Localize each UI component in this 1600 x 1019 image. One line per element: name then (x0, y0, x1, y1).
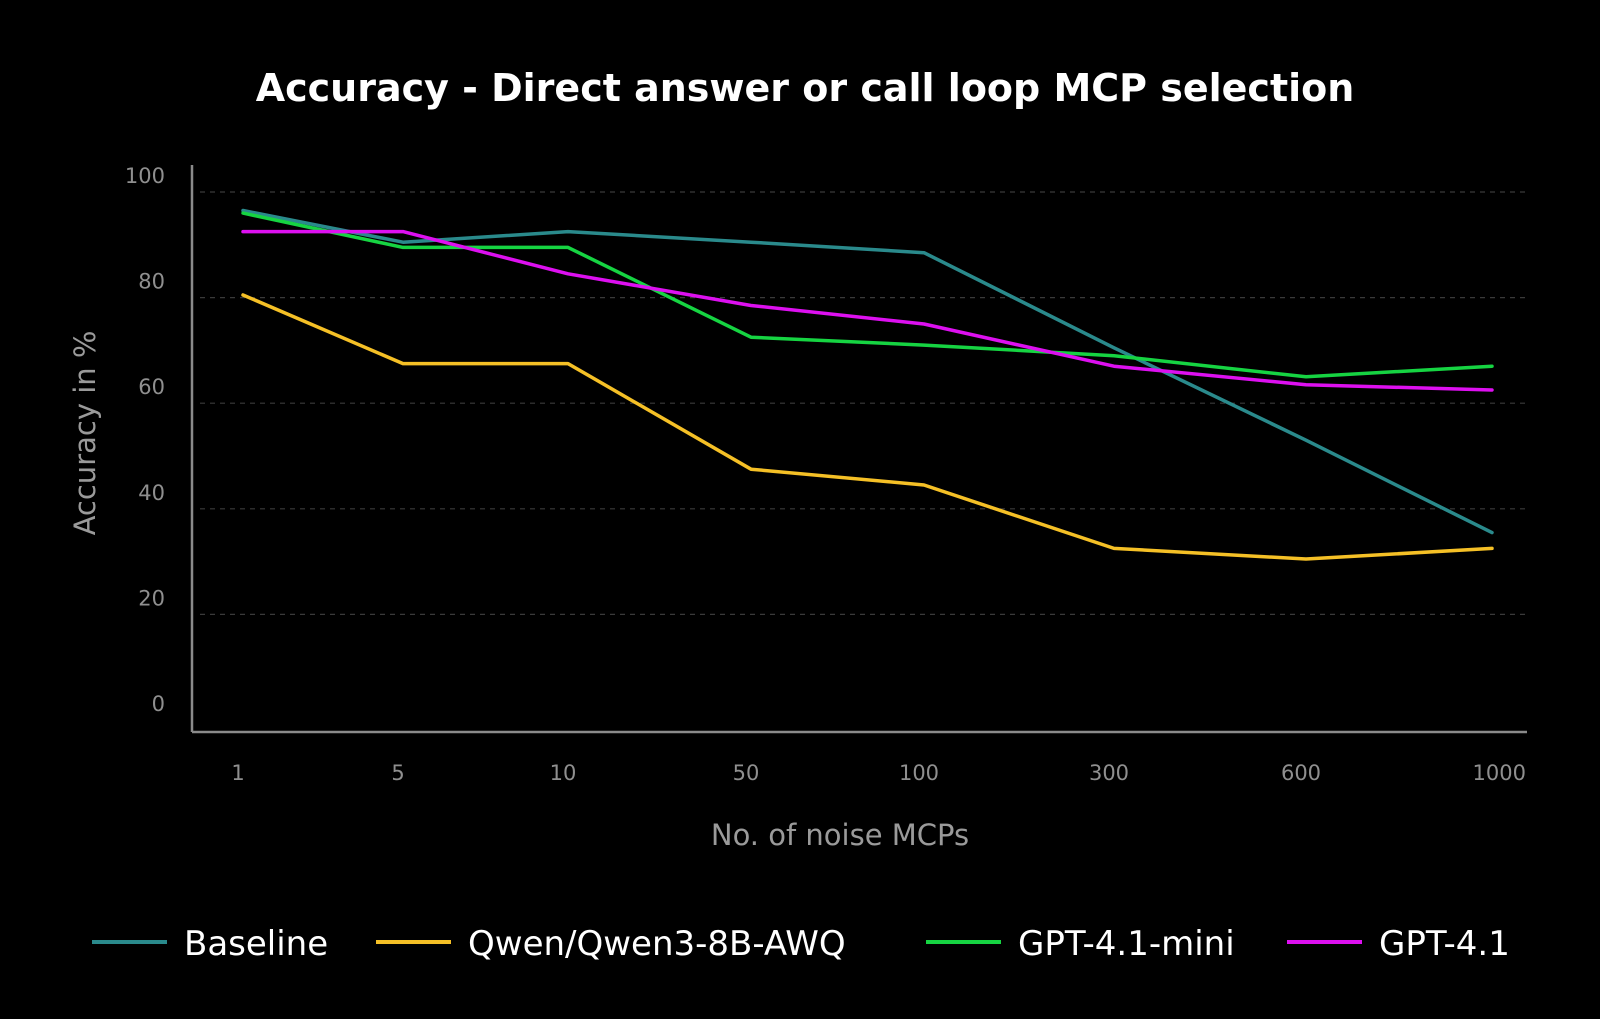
series-line-baseline (241, 208, 1494, 535)
x-tick-label: 100 (899, 761, 939, 785)
legend-label: GPT-4.1 (1379, 924, 1510, 964)
series-line-gpt-4-1-mini (241, 211, 1494, 379)
y-axis-label: Accuracy in % (68, 331, 102, 536)
y-tick-label: 100 (125, 164, 165, 188)
x-tick-label: 600 (1281, 761, 1321, 785)
series-line-gpt-4-1 (241, 229, 1494, 392)
y-tick-label: 80 (138, 270, 165, 294)
x-tick-labels: 1 5 10 50 100 300 600 1000 (231, 761, 1526, 785)
x-tick-label: 1 (231, 761, 244, 785)
x-tick-label: 5 (391, 761, 404, 785)
series-lines (241, 208, 1494, 561)
legend-label: GPT-4.1-mini (1018, 924, 1235, 964)
y-tick-labels: 0 20 40 60 80 100 (125, 164, 165, 716)
y-tick-label: 0 (152, 692, 165, 716)
chart-title: Accuracy - Direct answer or call loop MC… (256, 66, 1355, 110)
x-tick-label: 50 (733, 761, 760, 785)
x-tick-label: 300 (1089, 761, 1129, 785)
legend-item-gpt-4-1-mini: GPT-4.1-mini (926, 924, 1235, 964)
gridlines (200, 191, 1527, 616)
legend-item-gpt-4-1: GPT-4.1 (1287, 924, 1510, 964)
x-tick-label: 1000 (1473, 761, 1526, 785)
legend-item-baseline: Baseline (92, 924, 328, 964)
x-axis-label: No. of noise MCPs (711, 818, 969, 852)
legend-item-qwen-qwen3-8b-awq: Qwen/Qwen3-8B-AWQ (376, 924, 846, 964)
y-tick-label: 20 (138, 586, 165, 610)
y-tick-label: 60 (138, 375, 165, 399)
legend: Baseline Qwen/Qwen3-8B-AWQ GPT-4.1-mini GPT… (92, 924, 1510, 964)
y-tick-label: 40 (138, 481, 165, 505)
legend-label: Qwen/Qwen3-8B-AWQ (468, 924, 846, 964)
x-tick-label: 10 (550, 761, 577, 785)
series-line-qwen-qwen3-8b-awq (241, 293, 1494, 561)
legend-label: Baseline (184, 924, 328, 964)
